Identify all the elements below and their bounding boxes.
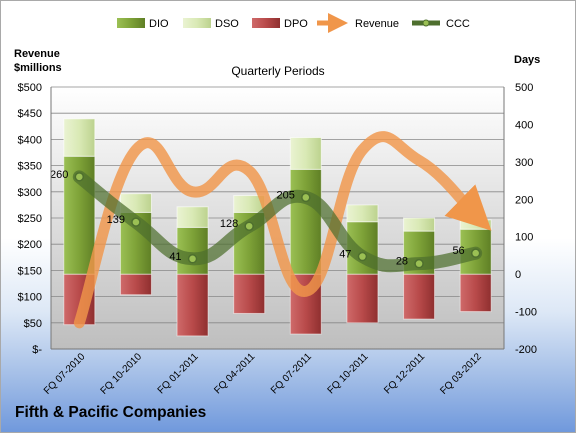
ccc-line	[72, 170, 483, 273]
ccc-point	[74, 172, 85, 182]
ccc-point	[470, 248, 481, 258]
left-tick-label: $300	[18, 187, 42, 199]
legend-swatch-dio	[117, 18, 145, 28]
ccc-data-label: 260	[50, 169, 68, 181]
legend-item-ccc: CCC	[412, 18, 470, 30]
category-label: FQ 10-2010	[99, 351, 145, 397]
ccc-point	[187, 254, 198, 264]
category-label: FQ 07-2010	[42, 351, 88, 397]
legend-item-dso: DSO	[183, 18, 239, 30]
bar-dpo	[119, 273, 152, 296]
legend-swatch-dso	[183, 18, 211, 28]
bar-dso	[346, 204, 379, 223]
legend-item-dpo: DPO	[252, 18, 308, 30]
ccc-point	[357, 251, 368, 262]
legend-marker-ccc	[422, 19, 430, 27]
legend: DIO DSO DPO Revenue CCC	[117, 13, 470, 33]
company-name: Fifth & Pacific Companies	[15, 404, 207, 421]
ccc-point	[131, 217, 141, 227]
left-tick-label: $100	[18, 292, 42, 304]
legend-label-ccc: CCC	[446, 18, 470, 30]
ccc-point	[244, 221, 254, 231]
left-tick-label: $250	[18, 213, 42, 225]
bar-dso	[63, 118, 96, 157]
bar-dpo	[346, 273, 379, 324]
bar-dpo	[403, 273, 436, 320]
right-tick-label: 100	[515, 232, 533, 244]
bar-dpo	[459, 273, 492, 313]
right-tick-label: 0	[515, 269, 521, 281]
left-tick-label: $-	[32, 344, 42, 356]
left-tick-label: $450	[18, 108, 42, 120]
category-label: FQ 12-2011	[382, 351, 427, 396]
left-tick-label: $400	[18, 134, 42, 146]
bar-dso	[176, 206, 209, 228]
left-tick-label: $500	[18, 82, 42, 94]
category-label: FQ 03-2012	[438, 351, 484, 397]
legend-label-dio: DIO	[149, 18, 169, 30]
ccc-series: 260 139 41 128 205 47 28 56	[50, 169, 483, 273]
left-tick-label: $150	[18, 265, 42, 277]
ccc-data-label: 139	[107, 214, 125, 226]
right-tick-label: -100	[515, 307, 537, 319]
left-tick-label: $350	[18, 161, 42, 173]
bar-dio	[289, 168, 322, 275]
category-label: FQ 04-2011	[212, 351, 257, 396]
bar-dpo	[176, 273, 209, 337]
bar-dso	[403, 217, 436, 232]
ccc-data-label: 205	[276, 189, 294, 201]
ccc-data-label: 41	[169, 251, 181, 263]
legend-item-revenue: Revenue	[317, 13, 399, 33]
bar-dpo	[233, 273, 266, 314]
chart-subtitle: Quarterly Periods	[231, 64, 324, 78]
ccc-point	[414, 258, 424, 269]
ccc-data-label: 47	[339, 249, 351, 261]
right-axis-title: Days	[514, 54, 540, 66]
category-label: FQ 10-2011	[326, 351, 371, 396]
legend-label-dso: DSO	[215, 18, 239, 30]
left-axis-title-line2: $millions	[14, 62, 62, 74]
ccc-point	[301, 192, 311, 203]
left-axis-title-line1: Revenue	[14, 48, 60, 60]
legend-label-dpo: DPO	[284, 18, 308, 30]
left-tick-label: $50	[24, 318, 42, 330]
ccc-data-label: 128	[220, 218, 238, 230]
right-tick-label: 300	[515, 157, 533, 169]
legend-swatch-dpo	[252, 18, 280, 28]
ccc-data-label: 56	[452, 245, 464, 257]
bar-dso	[289, 137, 322, 170]
legend-item-dio: DIO	[117, 18, 169, 30]
category-label: FQ 01-2011	[156, 351, 201, 396]
right-tick-label: 500	[515, 82, 533, 94]
right-tick-label: 400	[515, 119, 533, 131]
bar-dso	[459, 219, 492, 230]
category-label: FQ 07-2011	[269, 351, 314, 396]
ccc-data-label: 28	[396, 256, 408, 268]
legend-label-revenue: Revenue	[355, 18, 399, 30]
right-tick-label: 200	[515, 194, 533, 206]
left-tick-label: $200	[18, 239, 42, 251]
right-tick-label: -200	[515, 344, 537, 356]
